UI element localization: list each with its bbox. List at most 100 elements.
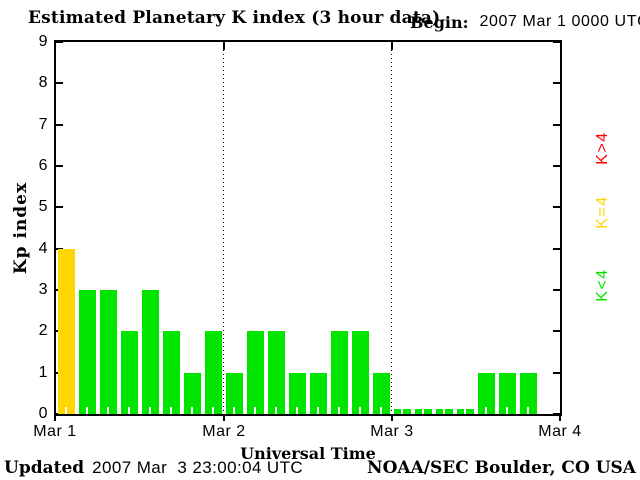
kp-bar	[310, 373, 327, 414]
x-tick-mark	[391, 416, 393, 421]
y-tick-label: 6	[38, 157, 48, 174]
kp-bar	[247, 331, 264, 414]
kp-bar	[79, 290, 96, 414]
x-minor-tick-notch	[380, 407, 382, 414]
updated-label: Updated	[4, 458, 85, 478]
x-minor-tick-notch	[107, 407, 109, 414]
x-tick-label: Mar 2	[202, 423, 246, 440]
credit-text: NOAA/SEC Boulder, CO USA	[367, 458, 636, 478]
x-tick-mark	[54, 416, 56, 421]
y-tick-mark-left	[56, 165, 63, 167]
legend-item: K<4	[594, 268, 611, 302]
kp-bar	[331, 331, 348, 414]
kp-bar	[142, 290, 159, 414]
x-minor-tick-notch	[170, 407, 172, 414]
x-minor-tick-notch	[296, 407, 298, 414]
kp-bar	[373, 373, 390, 414]
y-tick-label: 2	[38, 322, 48, 340]
kp-bar	[205, 331, 222, 414]
kp-bar	[100, 290, 117, 414]
x-minor-tick-notch	[65, 407, 67, 414]
kp-bar	[478, 373, 495, 414]
x-minor-tick-notch	[86, 407, 88, 414]
plot-frame	[54, 40, 562, 416]
y-tick-mark-left	[56, 41, 63, 43]
x-minor-tick-notch	[317, 407, 319, 414]
y-tick-mark-left	[56, 82, 63, 85]
x-tick-label: Mar 3	[370, 423, 414, 440]
day-gridline	[391, 42, 392, 414]
y-tick-mark-right	[553, 165, 560, 167]
x-minor-tick-notch	[527, 407, 529, 414]
x-tick-label: Mar 1	[33, 423, 77, 440]
kp-bar	[184, 373, 201, 414]
y-tick-mark-right	[553, 371, 560, 374]
y-tick-mark-left	[56, 206, 63, 209]
kp-bar	[58, 249, 75, 414]
x-minor-tick-notch	[422, 407, 424, 414]
x-minor-tick-notch	[254, 407, 256, 414]
y-tick-label: 5	[38, 198, 48, 216]
kp-bar	[289, 373, 306, 414]
y-tick-mark-left	[56, 123, 63, 126]
updated-value: 2007 Mar 3 23:00:04 UTC	[92, 458, 304, 477]
y-tick-mark-right	[553, 206, 560, 209]
y-tick-mark-right	[553, 413, 560, 415]
x-axis-title: Universal Time	[240, 444, 376, 463]
y-tick-label: 1	[38, 363, 48, 381]
day-gridline	[223, 42, 224, 414]
y-tick-label: 8	[38, 74, 48, 92]
x-minor-tick-notch	[359, 407, 361, 414]
kp-bar	[436, 407, 453, 414]
x-minor-tick-notch	[128, 407, 130, 414]
y-tick-label: 3	[38, 281, 48, 298]
kp-bar	[520, 373, 537, 414]
begin-time: Begin: 2007 Mar 1 0000 UTC	[410, 13, 640, 32]
x-minor-tick-notch	[191, 407, 193, 414]
chart-title: Estimated Planetary K index (3 hour data…	[28, 8, 441, 28]
y-tick-label: 4	[38, 239, 48, 257]
x-minor-tick-notch	[464, 407, 466, 414]
y-tick-mark-left	[56, 413, 63, 415]
x-minor-tick-notch	[275, 407, 277, 414]
x-minor-tick-notch	[233, 407, 235, 414]
x-minor-tick-notch	[506, 407, 508, 414]
kp-bar	[268, 331, 285, 414]
x-tick-label: Mar 4	[538, 423, 582, 440]
x-minor-tick-notch	[212, 407, 214, 414]
x-minor-tick-notch	[149, 407, 151, 414]
y-tick-mark-right	[553, 289, 560, 291]
kp-bar	[163, 331, 180, 414]
y-tick-mark-right	[553, 41, 560, 43]
y-tick-mark-left	[56, 247, 63, 250]
kp-bar	[394, 407, 411, 414]
x-tick-mark-top	[391, 42, 393, 50]
begin-label: Begin:	[410, 13, 469, 32]
x-minor-tick-notch	[485, 407, 487, 414]
x-tick-mark	[223, 416, 225, 421]
x-tick-mark-top	[223, 42, 225, 50]
x-tick-mark	[559, 416, 561, 421]
legend-item: K=4	[594, 195, 611, 229]
kp-bar	[352, 331, 369, 414]
y-tick-label: 0	[38, 405, 48, 422]
kp-bar	[121, 331, 138, 414]
y-tick-mark-right	[553, 123, 560, 126]
legend-item: K>4	[594, 131, 611, 165]
y-axis-title: Kp index	[11, 181, 31, 275]
begin-value: 2007 Mar 1 0000 UTC	[479, 13, 640, 30]
kp-bar	[415, 407, 432, 414]
kp-bar	[499, 373, 516, 414]
kp-bar	[226, 373, 243, 414]
y-tick-mark-right	[553, 82, 560, 85]
x-minor-tick-notch	[401, 407, 403, 414]
y-tick-mark-right	[553, 247, 560, 250]
y-tick-mark-right	[553, 330, 560, 333]
kp-bar	[457, 407, 474, 414]
x-minor-tick-notch	[443, 407, 445, 414]
y-tick-label: 9	[38, 33, 48, 50]
y-tick-label: 7	[38, 115, 48, 133]
updated-timestamp: Updated 2007 Mar 3 23:00:04 UTC	[4, 458, 303, 478]
x-minor-tick-notch	[338, 407, 340, 414]
